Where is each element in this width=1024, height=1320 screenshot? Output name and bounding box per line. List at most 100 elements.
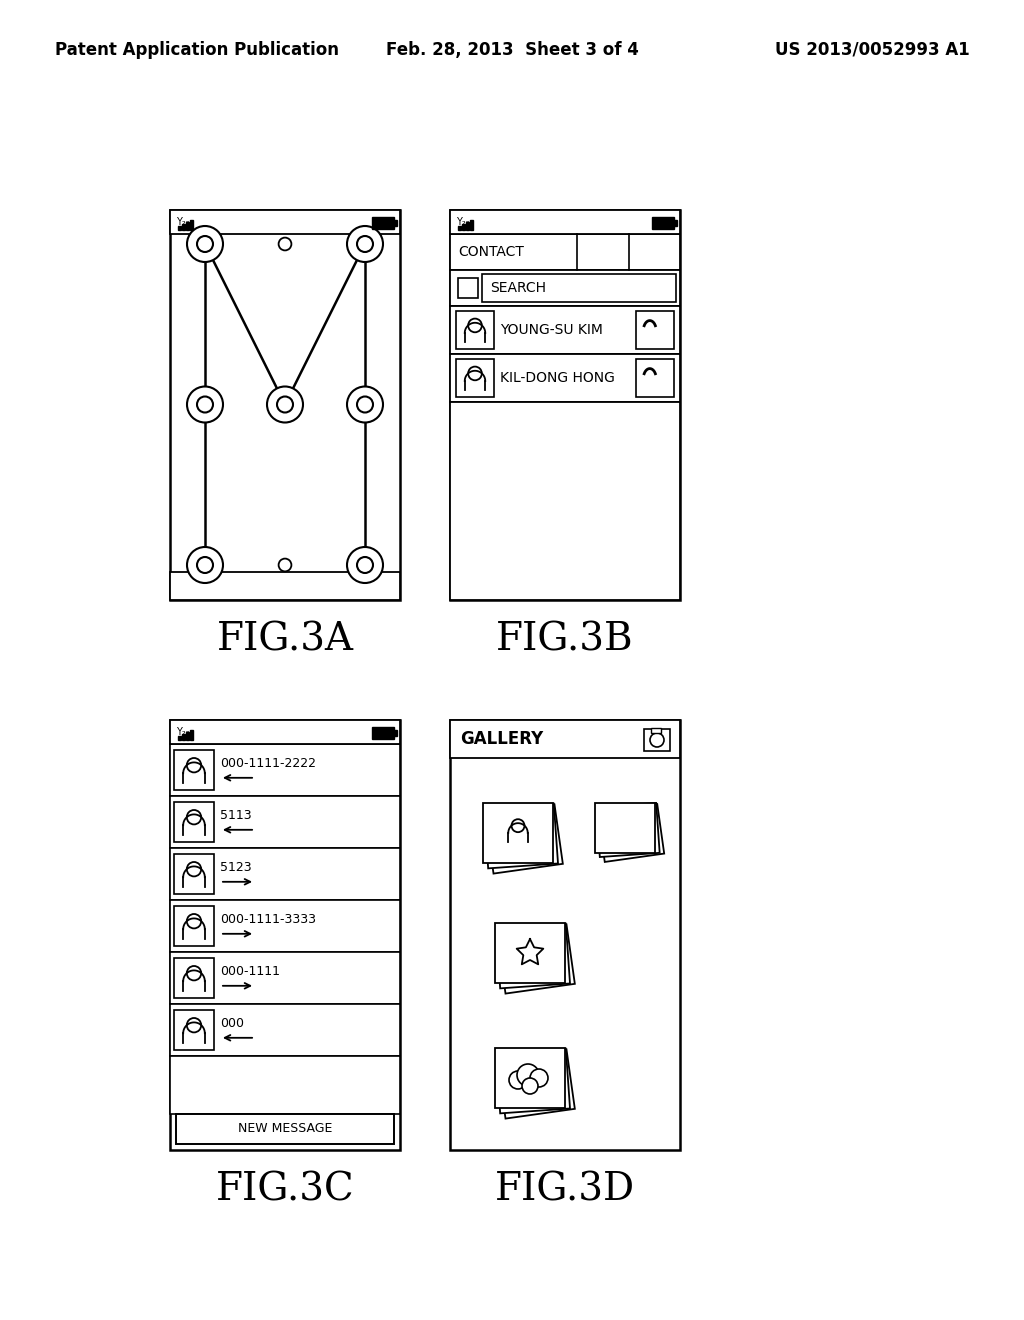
Circle shape <box>279 238 292 251</box>
Polygon shape <box>498 1049 574 1118</box>
Bar <box>174 958 214 998</box>
Text: FIG.3B: FIG.3B <box>497 622 634 659</box>
Polygon shape <box>496 924 570 989</box>
Text: 000-1111: 000-1111 <box>220 965 280 978</box>
Bar <box>450 719 680 758</box>
Circle shape <box>187 546 223 583</box>
Bar <box>456 359 494 397</box>
Bar <box>450 354 680 403</box>
Bar <box>190 730 193 741</box>
Bar <box>170 719 400 744</box>
Bar <box>174 750 214 789</box>
Bar <box>174 803 214 842</box>
Text: 5113: 5113 <box>220 809 252 822</box>
Text: FIG.3C: FIG.3C <box>216 1172 354 1209</box>
Text: NEW MESSAGE: NEW MESSAGE <box>238 1122 332 1135</box>
Bar <box>458 226 461 230</box>
Text: KIL-DONG HONG: KIL-DONG HONG <box>500 371 614 385</box>
Bar <box>450 210 680 234</box>
Circle shape <box>357 557 373 573</box>
Bar <box>170 796 400 847</box>
Circle shape <box>347 387 383 422</box>
Bar <box>462 224 465 230</box>
Bar <box>644 729 670 751</box>
Bar <box>636 312 674 348</box>
Bar <box>170 900 400 952</box>
Bar <box>450 210 680 601</box>
Bar <box>470 220 472 230</box>
Bar <box>636 359 674 397</box>
Bar <box>178 737 180 741</box>
Text: Feb. 28, 2013  Sheet 3 of 4: Feb. 28, 2013 Sheet 3 of 4 <box>386 41 638 59</box>
Bar <box>372 216 394 228</box>
Bar <box>174 1010 214 1049</box>
Circle shape <box>197 396 213 412</box>
Circle shape <box>357 396 373 412</box>
Polygon shape <box>485 804 563 874</box>
Bar <box>190 220 193 230</box>
Text: Y₂₂₂: Y₂₂₂ <box>176 216 194 227</box>
Bar <box>170 847 400 900</box>
Polygon shape <box>596 803 659 857</box>
Bar <box>456 312 494 348</box>
Text: FIG.3D: FIG.3D <box>495 1172 635 1209</box>
Bar <box>651 729 662 733</box>
Polygon shape <box>484 804 558 869</box>
Circle shape <box>267 387 303 422</box>
Text: SEARCH: SEARCH <box>490 281 546 294</box>
Polygon shape <box>495 1048 565 1107</box>
Bar <box>450 719 680 1150</box>
Bar <box>182 224 184 230</box>
Bar <box>186 733 188 741</box>
Circle shape <box>357 236 373 252</box>
Polygon shape <box>595 803 655 853</box>
Text: GALLERY: GALLERY <box>460 730 544 748</box>
Bar <box>394 220 397 226</box>
Bar <box>450 306 680 354</box>
Bar <box>466 222 469 230</box>
Circle shape <box>278 396 293 412</box>
Bar <box>652 216 674 228</box>
Text: Y₂₂₂: Y₂₂₂ <box>456 216 473 227</box>
Bar <box>176 1114 394 1144</box>
Circle shape <box>187 387 223 422</box>
Polygon shape <box>598 804 665 862</box>
Circle shape <box>522 1078 538 1094</box>
Text: 5123: 5123 <box>220 861 252 874</box>
Circle shape <box>187 226 223 261</box>
Bar <box>450 403 680 601</box>
Text: YOUNG-SU KIM: YOUNG-SU KIM <box>500 323 603 337</box>
Text: Y₂₂₂: Y₂₂₂ <box>176 727 194 737</box>
Bar <box>450 271 680 306</box>
Text: 000-1111-2222: 000-1111-2222 <box>220 758 316 771</box>
Bar <box>170 1056 400 1114</box>
Circle shape <box>197 236 213 252</box>
Bar <box>450 234 680 271</box>
Bar <box>174 854 214 894</box>
Bar <box>174 906 214 946</box>
Circle shape <box>517 1064 539 1086</box>
Circle shape <box>509 1071 527 1089</box>
Polygon shape <box>496 1048 570 1113</box>
Bar <box>170 952 400 1005</box>
Text: Patent Application Publication: Patent Application Publication <box>55 41 339 59</box>
Bar <box>186 222 188 230</box>
Bar <box>170 744 400 796</box>
Bar <box>372 727 394 739</box>
Text: CONTACT: CONTACT <box>458 246 524 259</box>
Text: FIG.3A: FIG.3A <box>216 622 353 659</box>
Bar <box>170 572 400 601</box>
Circle shape <box>530 1069 548 1086</box>
Circle shape <box>279 558 292 572</box>
Bar <box>458 279 478 298</box>
Bar <box>394 730 397 737</box>
Text: 000: 000 <box>220 1018 244 1030</box>
Bar <box>170 210 400 234</box>
Polygon shape <box>498 924 574 994</box>
Bar <box>170 1005 400 1056</box>
Circle shape <box>347 546 383 583</box>
Bar <box>170 210 400 601</box>
Circle shape <box>347 226 383 261</box>
Polygon shape <box>483 803 553 863</box>
Circle shape <box>197 557 213 573</box>
